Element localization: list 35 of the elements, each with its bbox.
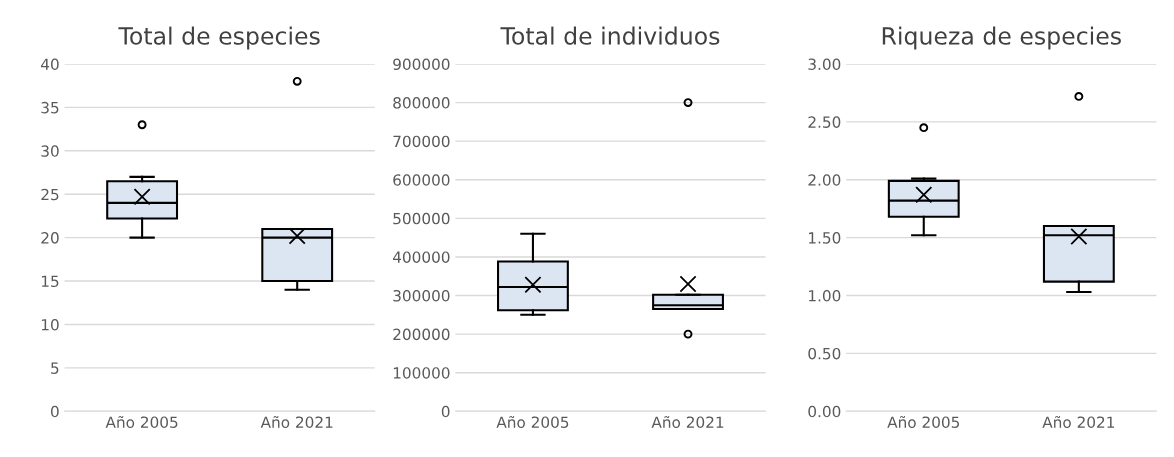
y-tick-label: 0.00 [808, 405, 841, 418]
y-tick-label: 40 [41, 58, 59, 70]
y-tick-label: 700000 [393, 135, 450, 148]
y-tick-label: 25 [41, 188, 59, 201]
x-tick-label: Año 2005 [887, 415, 960, 428]
y-tick-label: 3.00 [808, 58, 841, 70]
y-tick-label: 2.50 [808, 116, 841, 128]
y-tick-label: 1.00 [809, 289, 841, 302]
y-tick-label: 5 [51, 362, 59, 374]
y-tick-label: 0 [441, 405, 450, 418]
x-tick-label: Año 2005 [496, 415, 569, 428]
y-tick-label: 200000 [393, 328, 450, 341]
chart-title: Riqueza de especies [882, 26, 1121, 50]
x-tick-label: Año 2021 [260, 415, 333, 428]
y-tick-label: 15 [41, 275, 59, 288]
y-tick-label: 300000 [393, 289, 450, 302]
y-tick-label: 800000 [393, 97, 450, 109]
y-tick-label: 10 [41, 318, 59, 331]
x-tick-label: Año 2021 [651, 415, 724, 428]
y-tick-label: 1.50 [809, 232, 841, 244]
y-tick-label: 100000 [393, 367, 450, 379]
y-tick-label: 900000 [393, 58, 450, 70]
y-tick-label: 500000 [393, 212, 450, 225]
chart-title: Total de individuos [500, 26, 720, 45]
y-tick-label: 600000 [393, 174, 450, 186]
y-tick-label: 30 [41, 145, 59, 157]
y-tick-label: 20 [41, 232, 59, 244]
y-tick-label: 0 [51, 405, 59, 418]
y-tick-label: 400000 [392, 251, 450, 263]
chart-title: Total de especies [118, 26, 320, 50]
y-tick-label: 35 [41, 101, 59, 114]
y-tick-label: 0.50 [808, 347, 841, 360]
y-tick-label: 2.00 [808, 174, 841, 186]
x-tick-label: Año 2021 [1042, 415, 1115, 428]
x-tick-label: Año 2005 [105, 415, 178, 428]
